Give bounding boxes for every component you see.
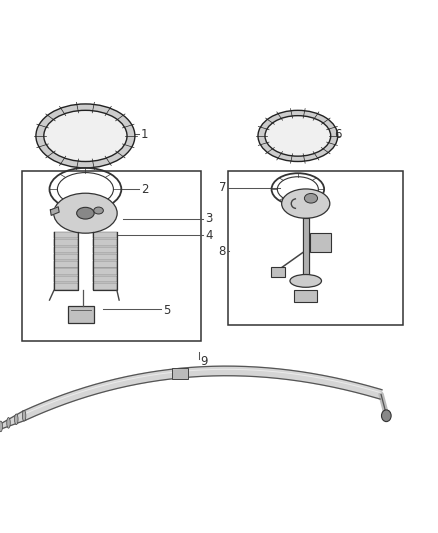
Text: 8: 8: [219, 245, 226, 258]
Bar: [54, 261, 78, 268]
Bar: [68, 306, 94, 323]
Bar: [271, 266, 285, 277]
Bar: [54, 269, 78, 275]
Ellipse shape: [14, 414, 18, 425]
Bar: [93, 276, 117, 282]
Bar: [54, 232, 78, 238]
Bar: [54, 276, 78, 282]
Bar: [54, 247, 78, 253]
Text: 6: 6: [334, 128, 341, 141]
Ellipse shape: [290, 274, 321, 287]
Text: 1: 1: [141, 128, 148, 141]
Bar: [54, 254, 78, 260]
Text: 7: 7: [219, 181, 226, 194]
Text: 9: 9: [201, 355, 208, 368]
Ellipse shape: [77, 207, 94, 219]
Polygon shape: [23, 366, 382, 420]
Ellipse shape: [304, 193, 318, 203]
Ellipse shape: [94, 207, 103, 214]
Bar: [93, 247, 117, 253]
Text: 2: 2: [141, 183, 148, 196]
Text: 4: 4: [205, 229, 212, 242]
Ellipse shape: [282, 189, 330, 219]
Bar: [93, 283, 117, 289]
Ellipse shape: [258, 110, 338, 161]
Ellipse shape: [44, 110, 127, 161]
Ellipse shape: [36, 104, 135, 168]
Bar: [93, 239, 117, 246]
Bar: [228, 171, 403, 325]
Ellipse shape: [265, 116, 331, 156]
Polygon shape: [0, 411, 25, 435]
Bar: [22, 171, 201, 341]
Bar: [173, 368, 188, 379]
Polygon shape: [303, 218, 309, 281]
Bar: [93, 232, 117, 238]
Bar: [294, 290, 317, 302]
Bar: [93, 261, 117, 268]
Bar: [310, 233, 331, 252]
Bar: [93, 269, 117, 275]
Text: 3: 3: [205, 212, 212, 225]
Ellipse shape: [53, 193, 117, 233]
Bar: [54, 283, 78, 289]
Ellipse shape: [22, 410, 26, 421]
Text: 5: 5: [163, 304, 170, 317]
Ellipse shape: [7, 417, 10, 428]
Ellipse shape: [381, 410, 391, 422]
Ellipse shape: [0, 421, 3, 432]
Bar: [54, 239, 78, 246]
Polygon shape: [50, 207, 59, 215]
Bar: [93, 254, 117, 260]
